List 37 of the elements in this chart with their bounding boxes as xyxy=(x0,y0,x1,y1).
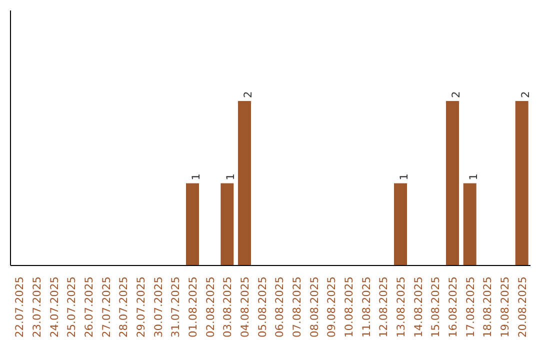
x-tick-label: 23.07.2025 xyxy=(30,276,44,338)
data-label: 2 xyxy=(518,91,532,98)
x-tick-label: 31.07.2025 xyxy=(169,276,182,338)
x-tick-label: 06.08.2025 xyxy=(273,276,286,338)
data-label: 1 xyxy=(398,173,410,180)
x-tick-label: 12.08.2025 xyxy=(377,276,390,338)
x-tick-label: 02.08.2025 xyxy=(204,276,217,338)
x-tick-label: 28.07.2025 xyxy=(117,276,130,338)
x-tick-label: 20.08.2025 xyxy=(516,276,529,338)
x-tick-label: 11.08.2025 xyxy=(360,276,373,338)
x-tick-label: 25.07.2025 xyxy=(65,276,78,338)
x-tick-label: 29.07.2025 xyxy=(134,276,148,338)
x-tick-label: 16.08.2025 xyxy=(446,276,460,338)
x-tick-label: 03.08.2025 xyxy=(221,276,234,338)
x-tick-label: 01.08.2025 xyxy=(186,276,200,338)
x-tick-label: 10.08.2025 xyxy=(342,276,356,338)
data-label: 2 xyxy=(450,91,462,98)
x-tick-label: 17.08.2025 xyxy=(464,276,477,338)
x-tick-label: 26.07.2025 xyxy=(82,276,96,338)
x-tick-label: 05.08.2025 xyxy=(256,276,269,338)
x-tick-label: 14.08.2025 xyxy=(412,276,425,338)
x-tick-label: 24.07.2025 xyxy=(48,276,61,338)
x-tick-label: 13.08.2025 xyxy=(394,276,408,338)
x-tick-label: 07.08.2025 xyxy=(290,276,304,338)
x-tick-label: 27.07.2025 xyxy=(100,276,113,338)
x-tick-label: 18.08.2025 xyxy=(481,276,494,338)
x-tick-label: 19.08.2025 xyxy=(498,276,512,338)
x-tick-label: 08.08.2025 xyxy=(308,276,321,338)
data-label: 1 xyxy=(466,173,480,180)
x-tick-label: 15.08.2025 xyxy=(429,276,442,338)
data-label: 2 xyxy=(242,91,254,98)
x-tick-label: 30.07.2025 xyxy=(152,276,165,338)
x-tick-label: 22.07.2025 xyxy=(13,276,26,338)
data-label: 1 xyxy=(190,173,202,180)
x-tick-label: 04.08.2025 xyxy=(238,276,252,338)
data-label: 1 xyxy=(224,173,238,180)
x-tick-label: 09.08.2025 xyxy=(325,276,338,338)
